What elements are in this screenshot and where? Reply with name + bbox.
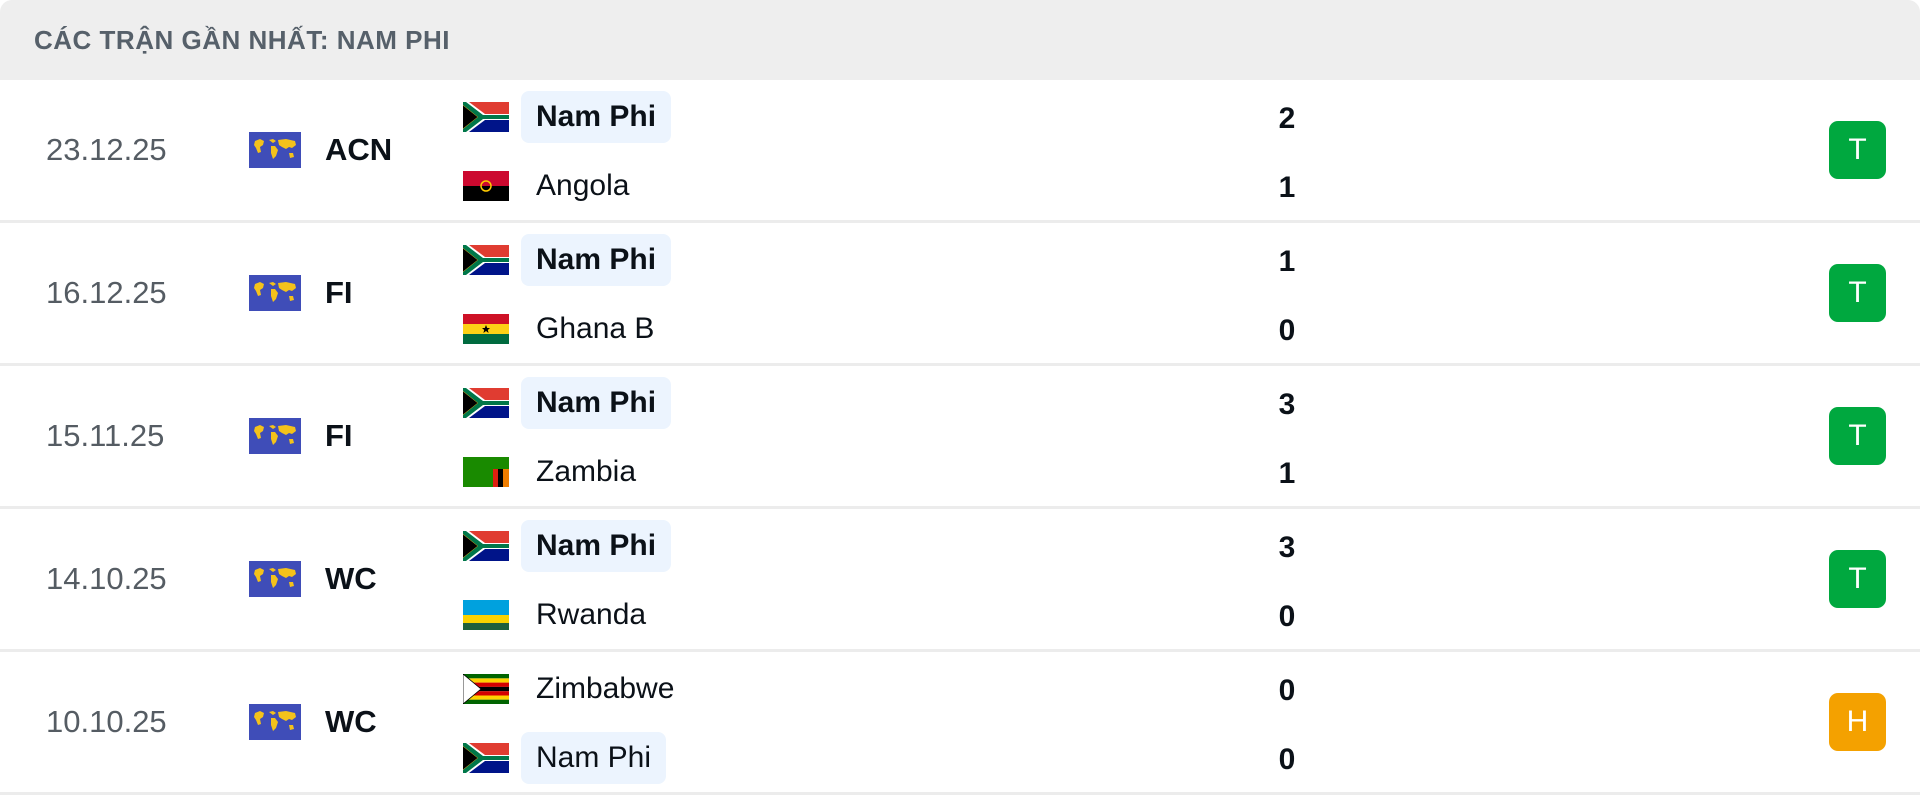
- away-score: 0: [1278, 600, 1296, 633]
- competition[interactable]: WC: [249, 652, 377, 792]
- competition-name: FI: [325, 418, 353, 453]
- match-row[interactable]: 10.10.25 WC Zimbabwe Nam Phi 0 0 H: [0, 652, 1920, 795]
- team-name[interactable]: Nam Phi: [521, 732, 667, 784]
- south-africa-flag-icon: [463, 531, 509, 561]
- match-date: 16.12.25: [46, 275, 167, 310]
- away-team[interactable]: Nam Phi: [463, 732, 667, 784]
- angola-flag-icon: [463, 171, 509, 201]
- away-score: 0: [1278, 743, 1296, 776]
- home-score: 3: [1278, 388, 1296, 421]
- result-badge: H: [1829, 693, 1886, 751]
- away-score: 0: [1278, 314, 1296, 347]
- zambia-flag-icon: [463, 457, 509, 487]
- match-date: 23.12.25: [46, 132, 167, 167]
- team-name[interactable]: Nam Phi: [521, 234, 672, 286]
- match-row[interactable]: 16.12.25 FI Nam Phi Ghana B 1 0 T: [0, 223, 1920, 366]
- competition[interactable]: FI: [249, 223, 353, 363]
- home-score: 2: [1278, 102, 1296, 135]
- competition-name: WC: [325, 561, 377, 596]
- result-badge: T: [1829, 121, 1886, 179]
- team-name[interactable]: Rwanda: [536, 598, 647, 631]
- away-team[interactable]: Ghana B: [463, 303, 669, 355]
- away-team[interactable]: Rwanda: [463, 589, 661, 641]
- competition[interactable]: FI: [249, 366, 353, 506]
- team-name[interactable]: Nam Phi: [521, 91, 672, 143]
- section-header: CÁC TRẬN GẦN NHẤT: NAM PHI: [0, 0, 1920, 80]
- world-map-icon: [249, 561, 301, 597]
- competition[interactable]: ACN: [249, 80, 392, 220]
- match-date: 15.11.25: [46, 418, 165, 453]
- home-team[interactable]: Nam Phi: [463, 91, 672, 143]
- home-score: 0: [1278, 674, 1296, 707]
- team-name[interactable]: Nam Phi: [521, 520, 672, 572]
- match-date: 10.10.25: [46, 704, 167, 739]
- south-africa-flag-icon: [463, 102, 509, 132]
- south-africa-flag-icon: [463, 388, 509, 418]
- team-name[interactable]: Nam Phi: [521, 377, 672, 429]
- team-name[interactable]: Angola: [536, 169, 630, 202]
- away-score: 1: [1278, 457, 1296, 490]
- competition-name: FI: [325, 275, 353, 310]
- match-row[interactable]: 15.11.25 FI Nam Phi Zambia 3 1 T: [0, 366, 1920, 509]
- team-name[interactable]: Zimbabwe: [536, 672, 675, 705]
- away-score: 1: [1278, 171, 1296, 204]
- competition-name: ACN: [325, 132, 393, 167]
- section-title: CÁC TRẬN GẦN NHẤT: NAM PHI: [34, 24, 450, 55]
- south-africa-flag-icon: [463, 743, 509, 773]
- world-map-icon: [249, 275, 301, 311]
- home-score: 3: [1278, 531, 1296, 564]
- zimbabwe-flag-icon: [463, 674, 509, 704]
- home-team[interactable]: Zimbabwe: [463, 663, 689, 715]
- competition[interactable]: WC: [249, 509, 377, 649]
- world-map-icon: [249, 704, 301, 740]
- ghana-flag-icon: [463, 314, 509, 344]
- away-team[interactable]: Zambia: [463, 446, 651, 498]
- home-team[interactable]: Nam Phi: [463, 234, 672, 286]
- south-africa-flag-icon: [463, 245, 509, 275]
- competition-name: WC: [325, 704, 377, 739]
- result-badge: T: [1829, 407, 1886, 465]
- team-name[interactable]: Zambia: [536, 455, 637, 488]
- match-date: 14.10.25: [46, 561, 167, 596]
- match-row[interactable]: 23.12.25 ACN Nam Phi Angola 2 1 T: [0, 80, 1920, 223]
- world-map-icon: [249, 132, 301, 168]
- home-team[interactable]: Nam Phi: [463, 377, 672, 429]
- team-name[interactable]: Ghana B: [536, 312, 655, 345]
- match-row[interactable]: 14.10.25 WC Nam Phi Rwanda 3 0 T: [0, 509, 1920, 652]
- result-badge: T: [1829, 550, 1886, 608]
- home-score: 1: [1278, 245, 1296, 278]
- match-list: 23.12.25 ACN Nam Phi Angola 2 1 T 16.12.2…: [0, 80, 1920, 795]
- rwanda-flag-icon: [463, 600, 509, 630]
- result-badge: T: [1829, 264, 1886, 322]
- world-map-icon: [249, 418, 301, 454]
- away-team[interactable]: Angola: [463, 160, 644, 212]
- home-team[interactable]: Nam Phi: [463, 520, 672, 572]
